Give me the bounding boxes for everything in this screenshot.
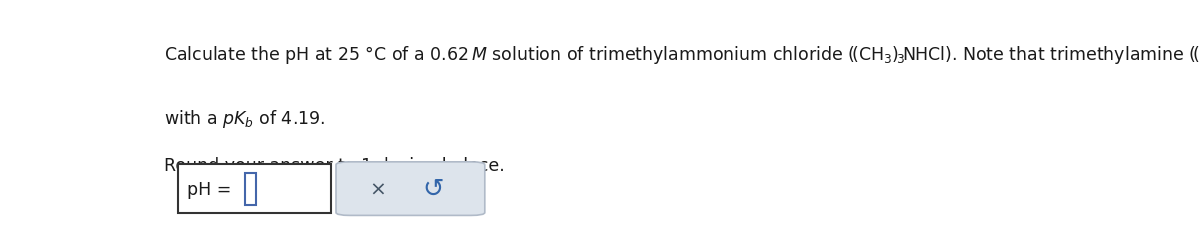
Text: pH =: pH = bbox=[187, 180, 238, 198]
Bar bbox=[178, 164, 331, 214]
Text: Round your answer to 1 decimal place.: Round your answer to 1 decimal place. bbox=[164, 156, 505, 174]
Text: ×: × bbox=[370, 179, 386, 198]
Text: ↺: ↺ bbox=[422, 176, 444, 202]
Text: Calculate the pH at 25 °C of a 0.62$\,M$ solution of trimethylammonium chloride : Calculate the pH at 25 °C of a 0.62$\,M$… bbox=[164, 44, 1200, 66]
Text: with a $p\mathit{K}_b$ of 4.19.: with a $p\mathit{K}_b$ of 4.19. bbox=[164, 108, 325, 130]
Bar bbox=[245, 173, 256, 205]
FancyBboxPatch shape bbox=[336, 162, 485, 215]
